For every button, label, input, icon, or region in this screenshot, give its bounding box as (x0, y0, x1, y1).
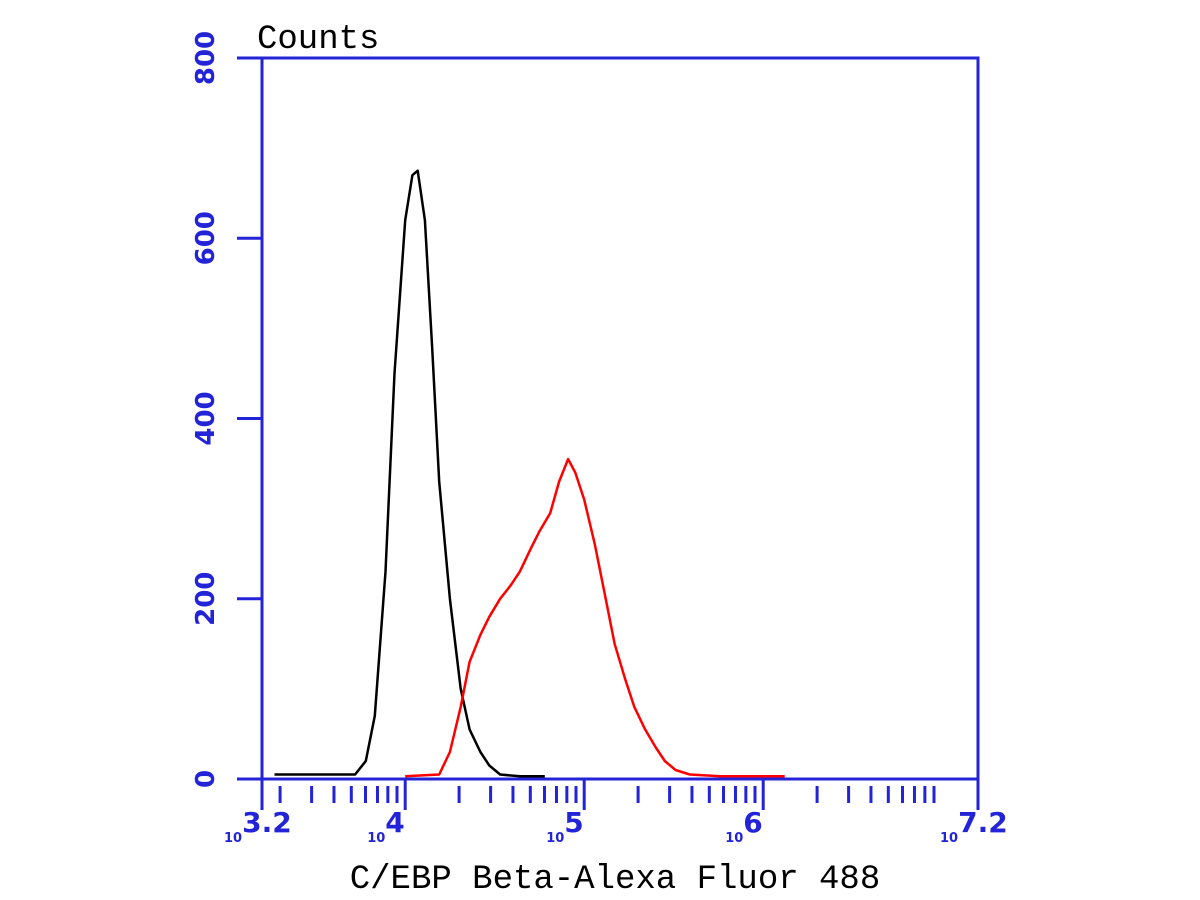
x-axis-label: C/EBP Beta-Alexa Fluor 488 (350, 861, 881, 899)
series-line (405, 457, 785, 778)
y-axis-label: Counts (257, 21, 379, 59)
x-tick-exponent: 6 (743, 806, 762, 839)
y-tick-label: 600 (191, 211, 221, 265)
x-tick-base: 10 (224, 831, 242, 846)
x-tick-exponent: 4 (385, 806, 404, 839)
x-tick-label: 103.2 (224, 806, 292, 846)
x-tick-exponent: 5 (564, 806, 583, 839)
y-tick-label: 800 (191, 31, 221, 85)
x-tick-label: 107.2 (940, 806, 1008, 846)
y-tick-label: 400 (191, 391, 221, 445)
plot-frame (260, 56, 980, 781)
x-tick-base: 10 (367, 831, 385, 846)
y-tick-label: 200 (191, 572, 221, 626)
x-tick-exponent: 7.2 (958, 806, 1008, 839)
y-tick-label: 0 (191, 770, 221, 788)
x-tick-base: 10 (940, 831, 958, 846)
x-tick-base: 10 (546, 831, 564, 846)
x-tick-label: 105 (546, 806, 584, 846)
x-tick-exponent: 3.2 (242, 806, 292, 839)
x-tick-label: 104 (367, 806, 405, 846)
x-tick-label: 106 (725, 806, 763, 846)
x-tick-base: 10 (725, 831, 743, 846)
series-line (274, 169, 545, 778)
